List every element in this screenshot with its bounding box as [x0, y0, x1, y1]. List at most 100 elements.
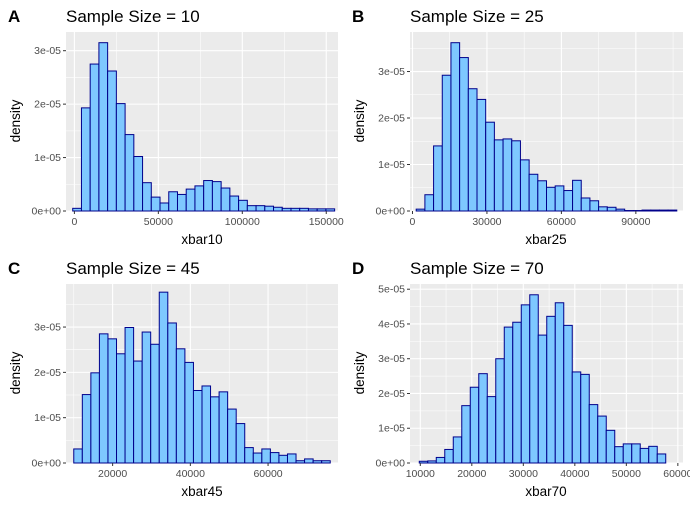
histogram-bar	[503, 326, 514, 464]
y-tick-label: 0e+00	[376, 206, 406, 218]
histogram-bar	[255, 205, 266, 212]
x-tick-label: 40000	[176, 468, 205, 480]
x-tick-label: 0	[71, 216, 77, 228]
y-tick-label: 3e-05	[34, 45, 61, 57]
histogram-bar	[444, 448, 454, 464]
x-tick-label: 40000	[560, 468, 589, 480]
panel-title: Sample Size = 25	[410, 7, 544, 26]
histogram-bar	[286, 453, 297, 464]
histogram-bar	[150, 343, 160, 464]
histogram-bar	[194, 185, 205, 212]
histogram-bar	[588, 404, 599, 464]
histogram-bar	[167, 322, 177, 464]
histogram-bar	[264, 205, 275, 212]
histogram-bar	[605, 429, 616, 464]
histogram-bar	[299, 207, 309, 212]
histogram-bar	[290, 207, 301, 212]
histogram-bar	[89, 63, 100, 212]
histogram-bar	[486, 396, 497, 464]
histogram-bar	[563, 190, 574, 212]
histogram-bar	[614, 446, 624, 464]
histogram-bar	[648, 445, 658, 464]
histogram-bar	[563, 324, 573, 464]
histogram-bar	[528, 173, 539, 212]
x-axis-title: xbar45	[181, 484, 222, 499]
y-axis-title: density	[8, 351, 23, 394]
y-tick-label: 2e-05	[378, 388, 405, 400]
x-tick-label: 30000	[472, 216, 501, 228]
histogram-bar	[229, 195, 240, 212]
histogram-bar	[273, 206, 283, 212]
histogram-bar	[467, 88, 478, 212]
histogram-bar	[597, 415, 607, 464]
histogram-bar	[115, 103, 126, 212]
histogram-bar	[631, 443, 641, 464]
histogram-bar	[210, 396, 220, 464]
histogram-bar	[650, 209, 660, 212]
histogram-bar	[203, 180, 213, 212]
histogram-bar	[529, 294, 539, 464]
histogram-bar	[246, 205, 257, 212]
y-tick-label: 1e-05	[34, 412, 61, 424]
x-axis-title: xbar25	[525, 232, 566, 247]
y-tick-label: 1e-05	[378, 159, 405, 171]
histogram-bar	[415, 208, 426, 212]
histogram-bar	[485, 121, 495, 212]
histogram-bar	[476, 98, 487, 212]
x-axis-title: xbar70	[525, 484, 566, 499]
histogram-bar	[656, 453, 667, 464]
histogram-bar	[235, 423, 246, 464]
x-axis-title: xbar10	[181, 232, 222, 247]
panel-b: 0 30000 60000 90000 0e+00 1e-05 2e-05 3e-05 B S…	[352, 7, 683, 247]
histogram-bar	[227, 408, 237, 464]
x-tick-label: 20000	[457, 468, 486, 480]
histogram-bar	[307, 208, 318, 212]
y-tick-label: 1e-05	[378, 423, 405, 435]
histogram-bar	[537, 334, 548, 464]
y-tick-label: 0e+00	[32, 206, 62, 218]
histogram-bar	[261, 448, 271, 464]
histogram-bar	[667, 209, 678, 212]
histogram-bar	[589, 200, 600, 212]
x-tick-label: 10000	[406, 468, 435, 480]
y-tick-label: 3e-05	[34, 322, 61, 334]
histogram-bar	[615, 208, 626, 212]
histogram-bar	[90, 372, 100, 464]
histogram-bar	[519, 159, 530, 212]
histogram-bar	[511, 140, 521, 212]
histogram-bar	[418, 460, 429, 464]
panel-letter: C	[8, 259, 20, 278]
histogram-bar	[201, 385, 212, 464]
panel-letter: D	[352, 259, 364, 278]
histogram-bar	[441, 74, 452, 212]
histogram-bar	[435, 456, 446, 464]
histogram-bar	[133, 155, 144, 212]
histogram-bar	[316, 208, 327, 212]
histogram-bar	[133, 360, 143, 464]
x-tick-label: 20000	[98, 468, 127, 480]
histogram-bar	[606, 206, 617, 212]
histogram-bar	[142, 182, 152, 212]
histogram-bar	[116, 353, 126, 464]
y-tick-label: 3e-05	[378, 66, 405, 78]
histogram-bar	[185, 188, 196, 212]
histogram-bar	[478, 373, 488, 464]
y-tick-label: 3e-05	[378, 353, 405, 365]
y-axis-title: density	[352, 351, 367, 394]
histogram-bar	[450, 42, 461, 212]
panel-letter: B	[352, 7, 364, 26]
histogram-bar	[238, 199, 248, 212]
histogram-bar	[80, 107, 91, 212]
plot-area: 10000 20000 30000 40000 50000 60000 0e+00 1e-05…	[376, 284, 690, 480]
x-tick-label: 50000	[612, 468, 641, 480]
histogram-bar	[73, 448, 83, 464]
histogram-bar	[218, 391, 229, 464]
panel-d: 10000 20000 30000 40000 50000 60000 0e+00 1e-05…	[352, 259, 690, 499]
histogram-bar	[312, 460, 323, 464]
histogram-bar	[159, 202, 170, 212]
histogram-bar	[269, 452, 280, 464]
histogram-bar	[158, 291, 169, 464]
histogram-bar	[211, 181, 222, 212]
x-tick-label: 30000	[509, 468, 538, 480]
histogram-bar	[641, 209, 652, 212]
